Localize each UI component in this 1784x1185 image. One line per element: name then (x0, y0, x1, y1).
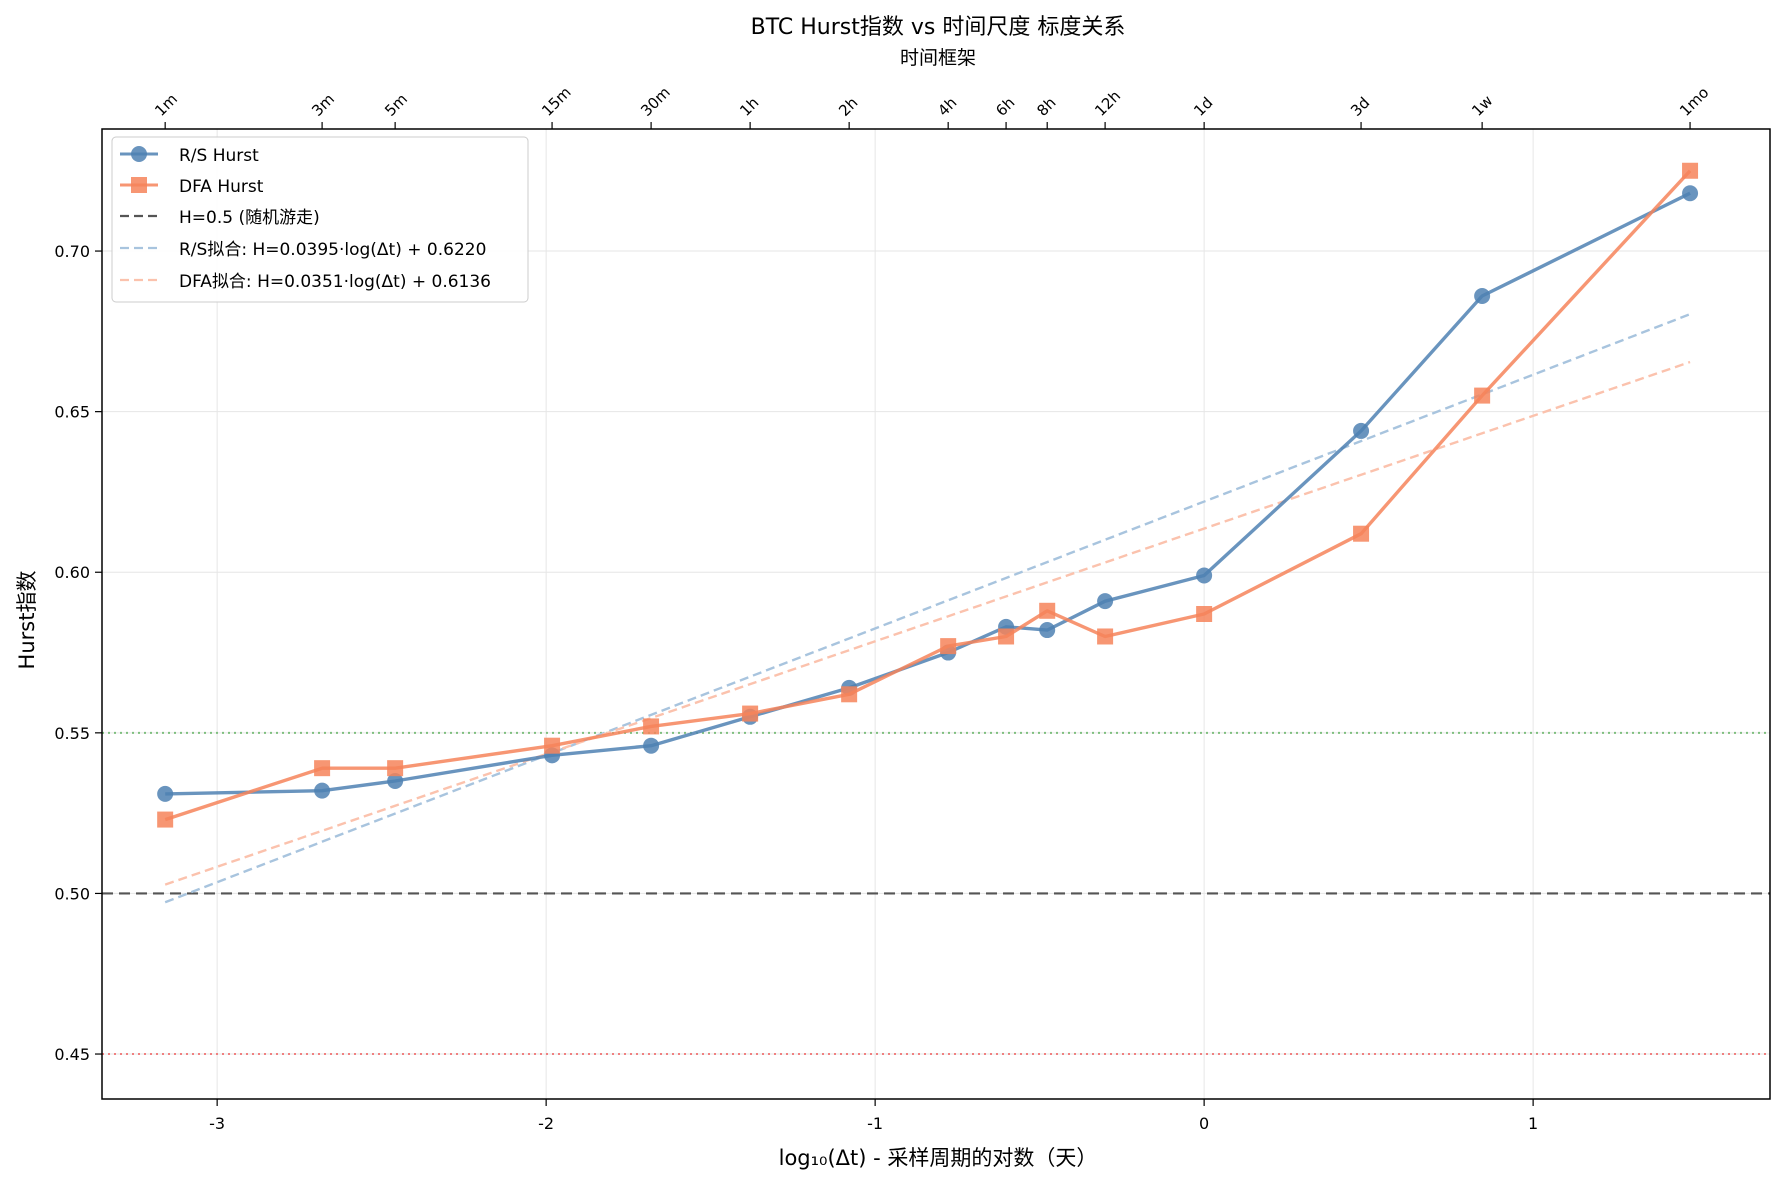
rs-data-point (387, 773, 404, 790)
dfa-data-point (157, 811, 174, 828)
x-axis-ticks: -3 -2 -1 0 1 (209, 1099, 1538, 1133)
dfa-data-point (742, 705, 759, 722)
rs-fit-line (164, 313, 1691, 904)
dfa-data-point (1682, 162, 1699, 179)
dfa-data-point (1353, 525, 1370, 542)
x-tick-label: 0 (1199, 1114, 1209, 1133)
dfa-data-point (387, 760, 404, 777)
legend-entry-rs-fit: R/S拟合: H=0.0395·log(Δt) + 0.6220 (120, 240, 486, 260)
dfa-data-point (314, 760, 331, 777)
y-axis-ticks: 0.45 0.50 0.55 0.60 0.65 0.70 (54, 242, 102, 1064)
y-axis-label: Hurst指数 (15, 571, 39, 670)
rs-data-point (1039, 622, 1056, 639)
dfa-data-point (1039, 602, 1056, 619)
dfa-data-point (1097, 628, 1114, 645)
dfa-fit-line (164, 360, 1691, 886)
rs-data-point (1097, 593, 1114, 610)
fit-lines (164, 313, 1691, 904)
x-tick-label: -1 (867, 1114, 883, 1133)
rs-data-point (1353, 422, 1370, 439)
y-tick-label: 0.70 (54, 242, 90, 261)
legend-dfa-label: DFA Hurst (179, 177, 264, 197)
dfa-data-point (1196, 606, 1213, 622)
plot-frame (101, 128, 1771, 1100)
legend-entry-dfa: DFA Hurst (120, 177, 264, 197)
dfa-data-point (1474, 387, 1491, 404)
dfa-data-point (544, 737, 561, 754)
top-axis-label: 时间框架 (900, 47, 976, 69)
dfa-data-point (998, 628, 1015, 645)
dfa-data-point (841, 686, 858, 703)
y-tick-label: 0.50 (54, 884, 90, 903)
data-series (157, 162, 1699, 828)
legend-random-walk-label: H=0.5 (随机游走) (179, 208, 320, 228)
legend-box (111, 136, 529, 303)
legend: R/S Hurst DFA Hurst H=0.5 (随机游走) R/S拟合: … (111, 136, 529, 303)
chart-title: BTC Hurst指数 vs 时间尺度 标度关系 (751, 15, 1126, 40)
dfa-data-point (940, 638, 957, 655)
x-tick-label: -3 (209, 1114, 225, 1133)
x-axis-label: log₁₀(Δt) - 采样周期的对数（天） (779, 1146, 1098, 1170)
y-tick-label: 0.60 (54, 563, 90, 582)
rs-data-point (314, 782, 331, 799)
y-tick-label: 0.55 (54, 724, 90, 743)
legend-rs-marker (131, 146, 147, 162)
rs-data-point (1196, 567, 1213, 584)
rs-data-point (157, 785, 174, 802)
dfa-data-point (643, 718, 660, 735)
legend-rs-fit-label: R/S拟合: H=0.0395·log(Δt) + 0.6220 (179, 240, 486, 260)
reference-lines (102, 731, 1770, 1056)
legend-dfa-fit-label: DFA拟合: H=0.0351·log(Δt) + 0.6136 (179, 272, 491, 292)
legend-entry-rs: R/S Hurst (120, 146, 259, 166)
rs-data-point (643, 737, 660, 754)
legend-dfa-marker (131, 177, 147, 193)
rs-data-point (1682, 185, 1699, 202)
legend-rs-label: R/S Hurst (179, 146, 259, 166)
y-tick-label: 0.45 (54, 1045, 90, 1064)
rs-data-point (1474, 288, 1491, 305)
x-tick-label: -2 (538, 1114, 554, 1133)
legend-entry-random-walk: H=0.5 (随机游走) (120, 208, 320, 228)
x-tick-label: 1 (1528, 1114, 1538, 1133)
legend-entry-dfa-fit: DFA拟合: H=0.0351·log(Δt) + 0.6136 (120, 272, 491, 292)
y-tick-label: 0.65 (54, 403, 90, 422)
